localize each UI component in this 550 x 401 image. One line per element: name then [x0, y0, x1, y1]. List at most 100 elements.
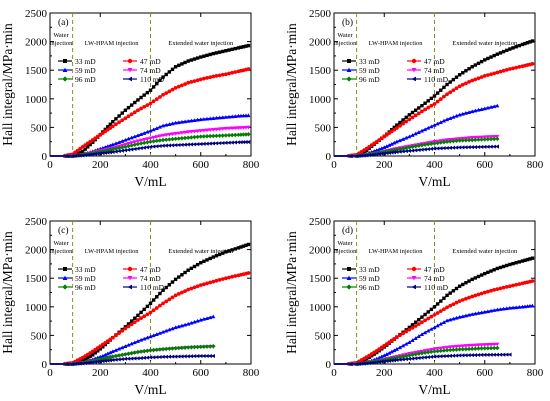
- data-point: [357, 361, 361, 366]
- data-point: [95, 357, 100, 363]
- data-point: [126, 136, 131, 141]
- x-axis-title: V/mL: [418, 174, 450, 189]
- data-point: [93, 359, 97, 365]
- data-point: [226, 126, 232, 131]
- data-point: [460, 344, 465, 349]
- data-point: [148, 355, 153, 360]
- data-point: [173, 325, 178, 330]
- data-point: [116, 145, 122, 151]
- data-point: [126, 342, 131, 347]
- data-point: [482, 144, 487, 149]
- data-point: [142, 314, 147, 319]
- data-point: [120, 345, 125, 350]
- data-point: [192, 142, 197, 147]
- data-point: [220, 140, 225, 146]
- data-point: [202, 282, 206, 287]
- data-point: [211, 127, 216, 132]
- data-point: [223, 115, 228, 119]
- data-point: [198, 129, 203, 133]
- data-point: [387, 350, 392, 355]
- data-point: [238, 126, 243, 130]
- data-point: [170, 132, 175, 137]
- data-point: [192, 118, 197, 122]
- data-point: [400, 354, 406, 359]
- data-point: [404, 119, 409, 124]
- data-point: [244, 243, 248, 248]
- data-point: [103, 352, 108, 357]
- data-point: [230, 126, 235, 131]
- legend-entry: 59 mD: [359, 274, 380, 283]
- data-point: [176, 84, 181, 89]
- data-point: [482, 352, 487, 357]
- data-point: [410, 323, 415, 327]
- data-point: [442, 296, 446, 300]
- data-point: [495, 136, 500, 142]
- data-point: [435, 354, 440, 359]
- data-point: [170, 136, 175, 142]
- data-point: [189, 142, 194, 147]
- data-point: [447, 347, 453, 353]
- data-point: [438, 354, 443, 359]
- data-point: [384, 352, 389, 356]
- data-point: [445, 117, 450, 122]
- data-point: [491, 136, 497, 142]
- data-point: [139, 106, 143, 111]
- data-point: [157, 347, 163, 352]
- data-point: [207, 344, 213, 349]
- legend-entry: 74 mD: [140, 66, 161, 75]
- data-point: [457, 344, 462, 349]
- data-point: [530, 303, 535, 308]
- data-point: [495, 287, 500, 291]
- region-label-extended: Extended water injection: [452, 40, 518, 47]
- data-point: [429, 314, 434, 319]
- data-point: [473, 343, 478, 348]
- data-point: [151, 127, 156, 132]
- data-point: [233, 274, 238, 278]
- data-point: [423, 355, 427, 360]
- data-point: [441, 320, 446, 324]
- data-point: [241, 140, 246, 145]
- legend-entry: 59 mD: [75, 66, 96, 75]
- data-point: [170, 280, 175, 284]
- data-point: [419, 142, 425, 148]
- data-point: [113, 357, 118, 362]
- data-point: [142, 104, 147, 109]
- data-point: [113, 146, 119, 151]
- data-point: [239, 245, 243, 249]
- data-point: [492, 104, 497, 109]
- data-point: [495, 144, 500, 149]
- data-point: [482, 346, 487, 351]
- data-point: [407, 353, 412, 358]
- data-point: [432, 305, 437, 309]
- data-point: [236, 132, 241, 138]
- data-point: [186, 80, 191, 85]
- data-point: [438, 346, 443, 351]
- data-point: [230, 274, 235, 279]
- data-point: [463, 111, 468, 115]
- data-point: [161, 329, 166, 334]
- data-point: [110, 142, 115, 147]
- data-point: [192, 344, 197, 350]
- data-point: [525, 257, 530, 262]
- data-point: [145, 140, 150, 145]
- data-point: [136, 313, 140, 318]
- data-point: [476, 346, 481, 351]
- data-point: [126, 351, 131, 356]
- data-point: [485, 352, 490, 357]
- data-point: [454, 86, 459, 91]
- data-point: [93, 150, 98, 155]
- data-point: [113, 353, 119, 359]
- data-point: [416, 130, 421, 134]
- data-point: [426, 310, 430, 314]
- data-point: [467, 110, 472, 114]
- legend-marker: [127, 76, 132, 82]
- data-point: [176, 354, 181, 359]
- data-point: [407, 134, 412, 139]
- data-point: [170, 295, 175, 300]
- data-point: [441, 139, 447, 145]
- x-axis-title: V/mL: [134, 382, 166, 397]
- data-point: [233, 140, 237, 145]
- data-point: [105, 358, 110, 363]
- data-point: [204, 134, 210, 139]
- legend-marker: [411, 276, 417, 281]
